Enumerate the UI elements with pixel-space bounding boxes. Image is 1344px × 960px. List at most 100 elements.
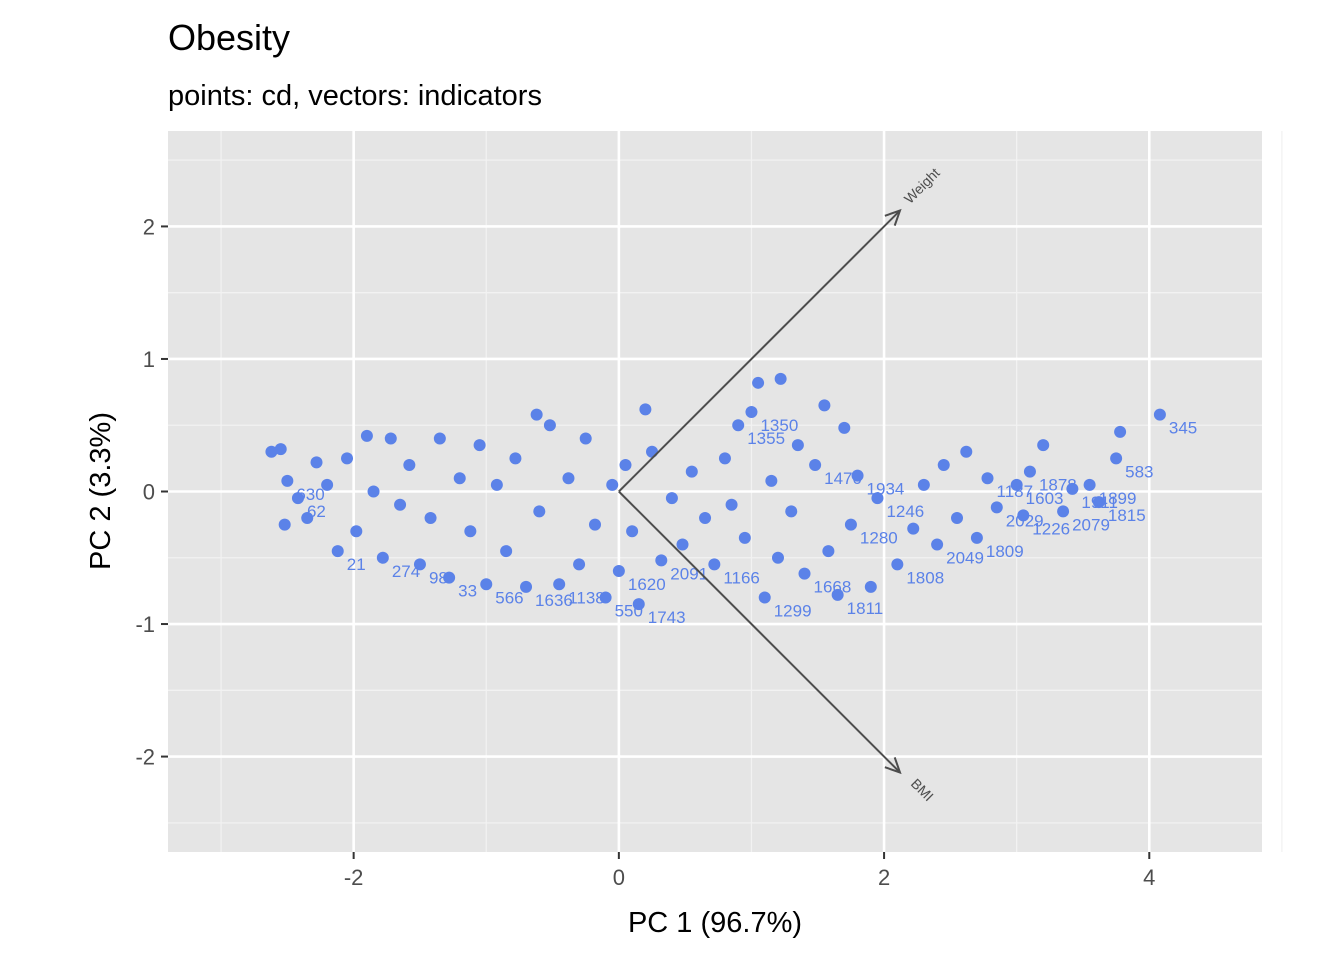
point-label: 1246 [886, 502, 924, 521]
data-point [891, 558, 904, 571]
data-point [758, 591, 771, 604]
data-point [509, 452, 522, 465]
data-point [376, 551, 389, 564]
data-point [771, 551, 784, 564]
y-tick-label: -1 [135, 612, 155, 637]
data-point [331, 545, 344, 558]
data-point [500, 545, 513, 558]
point-label: 62 [307, 502, 326, 521]
data-point [1153, 408, 1166, 421]
data-point [301, 512, 314, 525]
data-point [310, 456, 323, 469]
point-label: 1355 [747, 429, 785, 448]
data-point [774, 372, 787, 385]
x-tick-label: -2 [344, 865, 364, 890]
point-label: 630 [296, 485, 324, 504]
data-point [639, 403, 652, 416]
data-point [917, 478, 930, 491]
point-label: 345 [1169, 419, 1197, 438]
data-point [646, 445, 659, 458]
data-point [745, 405, 758, 418]
data-point [990, 501, 1003, 514]
data-point [1114, 425, 1127, 438]
data-point [981, 472, 994, 485]
data-point [676, 538, 689, 551]
point-label: 1620 [628, 575, 666, 594]
data-point [606, 478, 619, 491]
data-point [533, 505, 546, 518]
data-point [685, 465, 698, 478]
data-point [1017, 509, 1030, 522]
data-point [752, 376, 765, 389]
data-point [1110, 452, 1123, 465]
data-point [1010, 478, 1023, 491]
data-point [907, 522, 920, 535]
data-point [937, 458, 950, 471]
data-point [443, 571, 456, 584]
data-point [473, 439, 486, 452]
point-label: 2091 [670, 564, 708, 583]
point-label: 1911 [1081, 493, 1118, 512]
data-point [265, 445, 278, 458]
data-point [520, 580, 533, 593]
point-label: 1166 [723, 568, 760, 587]
data-point [785, 505, 798, 518]
data-point [951, 512, 964, 525]
y-tick-label: -2 [135, 745, 155, 770]
data-point [367, 485, 380, 498]
point-label: 21 [347, 555, 366, 574]
data-point [612, 565, 625, 578]
data-point [970, 531, 983, 544]
point-label: 1815 [1108, 506, 1146, 525]
data-point [732, 419, 745, 432]
y-tick-label: 0 [143, 480, 155, 505]
point-label: 1934 [867, 480, 905, 499]
point-label: 1899 [1099, 489, 1137, 508]
point-label: 550 [615, 602, 643, 621]
data-point [632, 598, 645, 611]
point-label: 1299 [774, 602, 812, 621]
data-point [626, 525, 639, 538]
data-point [384, 432, 397, 445]
x-axis-title: PC 1 (96.7%) [628, 907, 802, 939]
data-point [791, 439, 804, 452]
point-label: 1470 [824, 469, 862, 488]
point-label: 583 [1125, 462, 1153, 481]
data-point [851, 469, 864, 482]
x-tick-label: 2 [878, 865, 890, 890]
point-label: 1878 [1039, 476, 1077, 495]
chart-title: Obesity [168, 17, 290, 58]
chart-subtitle: points: cd, vectors: indicators [168, 80, 542, 112]
data-point [350, 525, 363, 538]
point-label: 2079 [1072, 515, 1110, 534]
data-point [655, 554, 668, 567]
point-label: 1636 [535, 591, 573, 610]
point-label: 274 [392, 562, 420, 581]
data-point [699, 512, 712, 525]
data-point [562, 472, 575, 485]
data-point [822, 545, 835, 558]
data-point [433, 432, 446, 445]
vector-line [618, 490, 901, 774]
vector-arrowhead [884, 208, 902, 226]
point-label: 566 [495, 588, 523, 607]
data-point [321, 478, 334, 491]
major-gridlines [168, 131, 1262, 852]
data-point [291, 492, 304, 505]
vector-line [618, 209, 901, 493]
data-point [1023, 465, 1036, 478]
data-point [464, 525, 477, 538]
data-point [809, 458, 822, 471]
data-point [708, 558, 721, 571]
data-point [553, 578, 566, 591]
data-point [413, 558, 426, 571]
point-label: 1226 [1032, 519, 1070, 538]
data-point [831, 588, 844, 601]
point-label: 1743 [648, 608, 686, 627]
data-point [530, 408, 543, 421]
data-point [1083, 478, 1096, 491]
point-label: 2029 [1006, 511, 1044, 530]
data-point [453, 472, 466, 485]
data-point [1066, 482, 1079, 495]
